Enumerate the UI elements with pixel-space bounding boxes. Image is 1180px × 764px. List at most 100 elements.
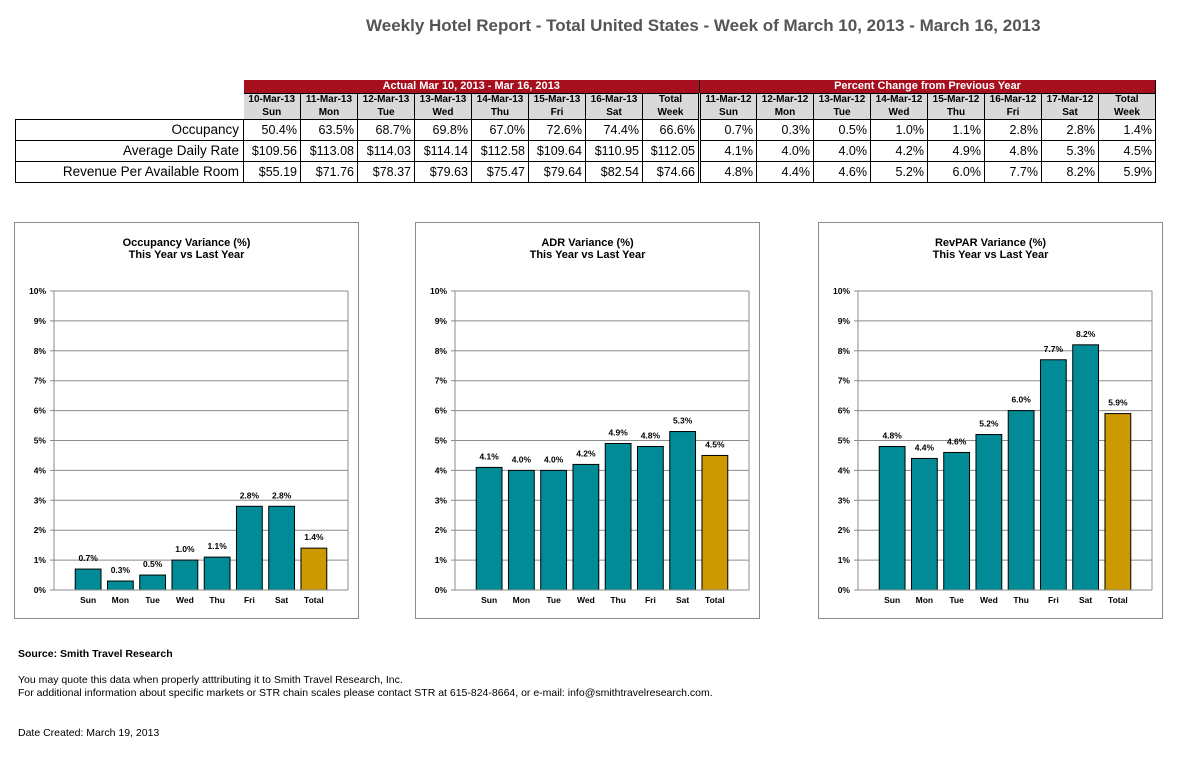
actual-value-cell: $110.95 — [585, 140, 643, 162]
date-header-cell: 12-Mar-12 — [756, 93, 814, 106]
actual-value-cell: $82.54 — [585, 161, 643, 183]
y-tick-label: 7% — [34, 376, 47, 386]
date-header-cell: 11-Mar-12 — [699, 93, 757, 106]
date-header-cell: 16-Mar-12 — [984, 93, 1042, 106]
source-text: Source: Smith Travel Research — [18, 648, 173, 660]
actual-value-cell: 68.7% — [357, 118, 415, 141]
y-tick-label: 10% — [430, 286, 447, 296]
y-tick-label: 8% — [838, 346, 851, 356]
band-header-row: Actual Mar 10, 2013 - Mar 16, 2013 Perce… — [16, 80, 1156, 94]
day-header-cell: Tue — [357, 106, 415, 120]
day-header-cell: Thu — [471, 106, 529, 120]
chart-title-line2: This Year vs Last Year — [128, 249, 245, 261]
actual-value-cell: 69.8% — [414, 118, 472, 141]
actual-value-cell: $109.56 — [243, 140, 301, 162]
y-tick-label: 9% — [435, 316, 448, 326]
y-tick-label: 3% — [34, 495, 47, 505]
date-header-cell: 12-Mar-13 — [357, 93, 415, 106]
change-value-cell: 1.1% — [927, 118, 985, 141]
row-label: Average Daily Rate — [15, 140, 244, 162]
y-tick-label: 1% — [838, 555, 851, 565]
day-header-cell: Mon — [756, 106, 814, 120]
x-tick-label: Total — [304, 595, 324, 605]
day-header-cell: Thu — [927, 106, 985, 120]
chart-title-line2: This Year vs Last Year — [529, 249, 646, 261]
data-label: 2.8% — [240, 490, 260, 500]
data-label: 2.8% — [272, 490, 292, 500]
bar-wed — [171, 559, 199, 591]
y-tick-label: 4% — [838, 465, 851, 475]
y-tick-label: 6% — [435, 406, 448, 416]
actual-value-cell: 72.6% — [528, 118, 586, 141]
y-tick-label: 5% — [435, 436, 448, 446]
actual-value-cell: $75.47 — [471, 161, 529, 183]
table-row: Revenue Per Available Room $55.19 $71.76 $7… — [15, 161, 1156, 183]
x-tick-label: Tue — [949, 595, 964, 605]
data-label: 4.0% — [512, 454, 532, 464]
y-tick-label: 2% — [34, 525, 47, 535]
actual-value-cell: $74.66 — [642, 161, 701, 183]
chart-title-line1: ADR Variance (%) — [541, 237, 634, 249]
bar-mon — [507, 469, 535, 591]
revpar-chart: RevPAR Variance (%) This Year vs Last Ye… — [818, 222, 1163, 619]
data-label: 4.2% — [576, 448, 596, 458]
actual-value-cell: $112.05 — [642, 140, 701, 162]
change-value-cell: 4.5% — [1098, 140, 1156, 162]
data-label: 4.8% — [882, 430, 902, 440]
y-tick-label: 5% — [838, 436, 851, 446]
day-header-cell: Fri — [528, 106, 586, 120]
data-label: 5.9% — [1108, 398, 1128, 408]
bar-fri — [636, 445, 664, 591]
actual-value-cell: $114.14 — [414, 140, 472, 162]
bar-sat — [1072, 344, 1100, 591]
chart-title-line1: Occupancy Variance (%) — [122, 237, 251, 249]
date-header-cell: 11-Mar-13 — [300, 93, 358, 106]
y-tick-label: 2% — [838, 525, 851, 535]
row-label: Revenue Per Available Room — [15, 161, 244, 183]
change-value-cell: 4.0% — [756, 140, 814, 162]
y-tick-label: 3% — [838, 495, 851, 505]
bar-sun — [878, 445, 906, 591]
x-tick-label: Fri — [1048, 595, 1059, 605]
change-value-cell: 5.2% — [870, 161, 928, 183]
date-created: Date Created: March 19, 2013 — [18, 727, 160, 739]
date-header-cell: 17-Mar-12 — [1041, 93, 1099, 106]
data-label: 5.3% — [673, 416, 693, 426]
actual-value-cell: 66.6% — [642, 118, 701, 141]
change-value-cell: 4.1% — [699, 140, 757, 162]
date-header-cell: 15-Mar-13 — [528, 93, 586, 106]
table-row: Average Daily Rate $109.56 $113.08 $114.03 $… — [15, 140, 1156, 162]
x-tick-label: Sat — [676, 595, 689, 605]
blank-cell — [16, 80, 244, 93]
actual-value-cell: $109.64 — [528, 140, 586, 162]
bar-wed — [572, 463, 600, 591]
bar-mon — [106, 580, 134, 591]
bar-tue — [540, 469, 568, 591]
actual-band-header: Actual Mar 10, 2013 - Mar 16, 2013 — [243, 80, 700, 94]
x-tick-label: Tue — [546, 595, 561, 605]
chart-title: RevPAR Variance (%) This Year vs Last Ye… — [819, 237, 1162, 261]
change-value-cell: 5.3% — [1041, 140, 1099, 162]
bar-total — [701, 454, 729, 591]
x-tick-label: Sat — [1079, 595, 1092, 605]
y-tick-label: 8% — [34, 346, 47, 356]
row-label: Occupancy — [15, 118, 244, 141]
y-tick-label: 6% — [34, 406, 47, 416]
date-header-cell: Total — [1098, 93, 1156, 106]
y-tick-label: 10% — [29, 286, 46, 296]
date-header-cell: 13-Mar-12 — [813, 93, 871, 106]
data-label: 4.1% — [479, 451, 499, 461]
data-label: 4.9% — [608, 427, 628, 437]
data-label: 0.7% — [78, 553, 98, 563]
date-header-row: 10-Mar-13 11-Mar-13 12-Mar-13 13-Mar-13 14-M… — [16, 93, 1156, 106]
chart-title-line2: This Year vs Last Year — [932, 249, 1049, 261]
blank-cell — [16, 106, 244, 119]
data-label: 0.5% — [143, 559, 163, 569]
change-value-cell: 1.4% — [1098, 118, 1156, 141]
day-header-cell: Fri — [984, 106, 1042, 120]
data-label: 4.5% — [705, 439, 725, 449]
actual-value-cell: 74.4% — [585, 118, 643, 141]
change-value-cell: 0.5% — [813, 118, 871, 141]
date-header-cell: 14-Mar-12 — [870, 93, 928, 106]
data-label: 1.0% — [175, 544, 195, 554]
